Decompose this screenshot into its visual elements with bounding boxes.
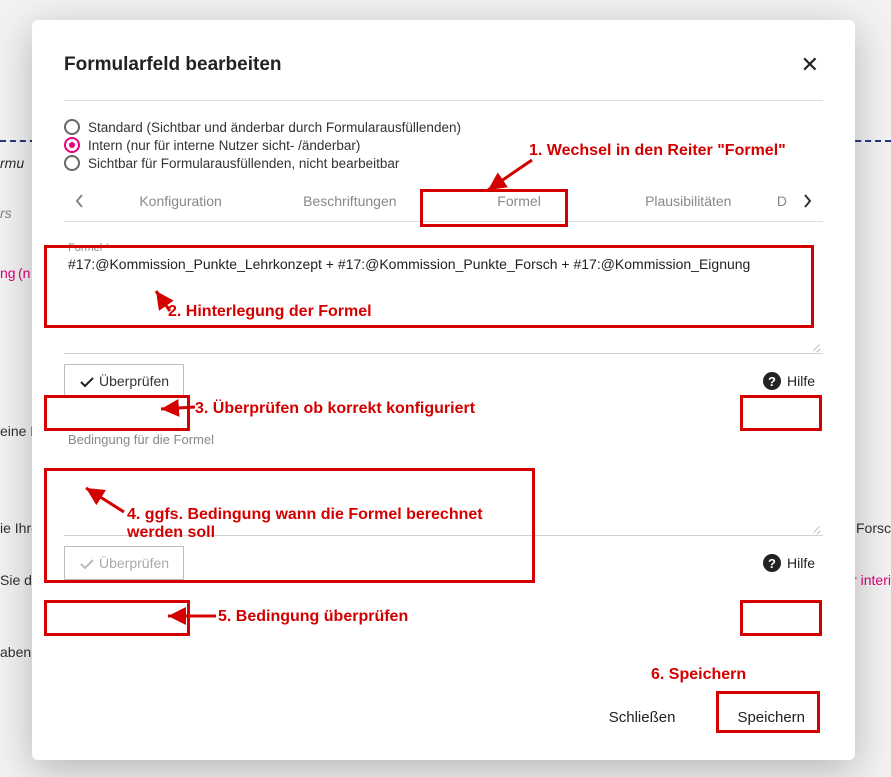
help-condition-button[interactable]: ? Hilfe xyxy=(755,548,823,578)
check-button-label: Überprüfen xyxy=(99,373,169,389)
save-button[interactable]: Speichern xyxy=(719,699,823,736)
tabs-wrap: Konfiguration Beschriftungen Formel Plau… xyxy=(64,181,823,222)
question-icon: ? xyxy=(763,554,781,572)
radio-label: Intern (nur für interne Nutzer sicht- /ä… xyxy=(88,138,360,153)
formel-value: #17:@Kommission_Punkte_Lehrkonzept + #17… xyxy=(68,256,819,272)
tab-formel[interactable]: Formel xyxy=(434,181,603,221)
formel-textarea[interactable]: Formel * #17:@Kommission_Punkte_Lehrkonz… xyxy=(64,236,823,354)
modal-header: Formularfeld bearbeiten ✕ xyxy=(64,48,823,82)
tab-hidden-partial[interactable]: D xyxy=(773,181,791,221)
tab-beschriftungen[interactable]: Beschriftungen xyxy=(265,181,434,221)
radio-label: Standard (Sichtbar und änderbar durch Fo… xyxy=(88,120,461,135)
question-icon: ? xyxy=(763,372,781,390)
help-label: Hilfe xyxy=(787,373,815,389)
check-icon xyxy=(79,558,93,568)
modal-footer: Schließen Speichern xyxy=(591,699,823,736)
edit-field-modal: Formularfeld bearbeiten ✕ Standard (Sich… xyxy=(32,20,855,760)
radio-label: Sichtbar für Formularausfüllenden, nicht… xyxy=(88,156,399,171)
check-button-label: Überprüfen xyxy=(99,555,169,571)
help-formel-button[interactable]: ? Hilfe xyxy=(755,366,823,396)
radio-intern[interactable]: Intern (nur für interne Nutzer sicht- /ä… xyxy=(64,137,823,153)
condition-label: Bedingung für die Formel xyxy=(68,432,819,447)
radio-icon-selected xyxy=(64,137,80,153)
formel-actions: Überprüfen ? Hilfe xyxy=(64,364,823,398)
tab-konfiguration[interactable]: Konfiguration xyxy=(96,181,265,221)
help-label: Hilfe xyxy=(787,555,815,571)
tabs: Konfiguration Beschriftungen Formel Plau… xyxy=(96,181,791,221)
check-formel-button[interactable]: Überprüfen xyxy=(64,364,184,398)
radio-sichtbar[interactable]: Sichtbar für Formularausfüllenden, nicht… xyxy=(64,155,823,171)
resize-handle-icon[interactable] xyxy=(809,339,823,353)
check-condition-button[interactable]: Überprüfen xyxy=(64,546,184,580)
radio-icon xyxy=(64,155,80,171)
header-divider xyxy=(64,100,823,101)
modal-title: Formularfeld bearbeiten xyxy=(64,54,282,76)
radio-standard[interactable]: Standard (Sichtbar und änderbar durch Fo… xyxy=(64,119,823,135)
check-icon xyxy=(79,376,93,386)
tabs-scroll-left[interactable] xyxy=(64,181,96,221)
condition-actions: Überprüfen ? Hilfe xyxy=(64,546,823,580)
radio-icon xyxy=(64,119,80,135)
visibility-radio-group: Standard (Sichtbar und änderbar durch Fo… xyxy=(64,119,823,171)
close-button[interactable]: Schließen xyxy=(591,699,694,736)
formel-label: Formel * xyxy=(68,242,819,254)
resize-handle-icon[interactable] xyxy=(809,521,823,535)
tabs-scroll-right[interactable] xyxy=(791,181,823,221)
close-icon[interactable]: ✕ xyxy=(797,48,823,82)
condition-textarea[interactable]: Bedingung für die Formel xyxy=(64,426,823,536)
tab-plausibilitaeten[interactable]: Plausibilitäten xyxy=(604,181,773,221)
